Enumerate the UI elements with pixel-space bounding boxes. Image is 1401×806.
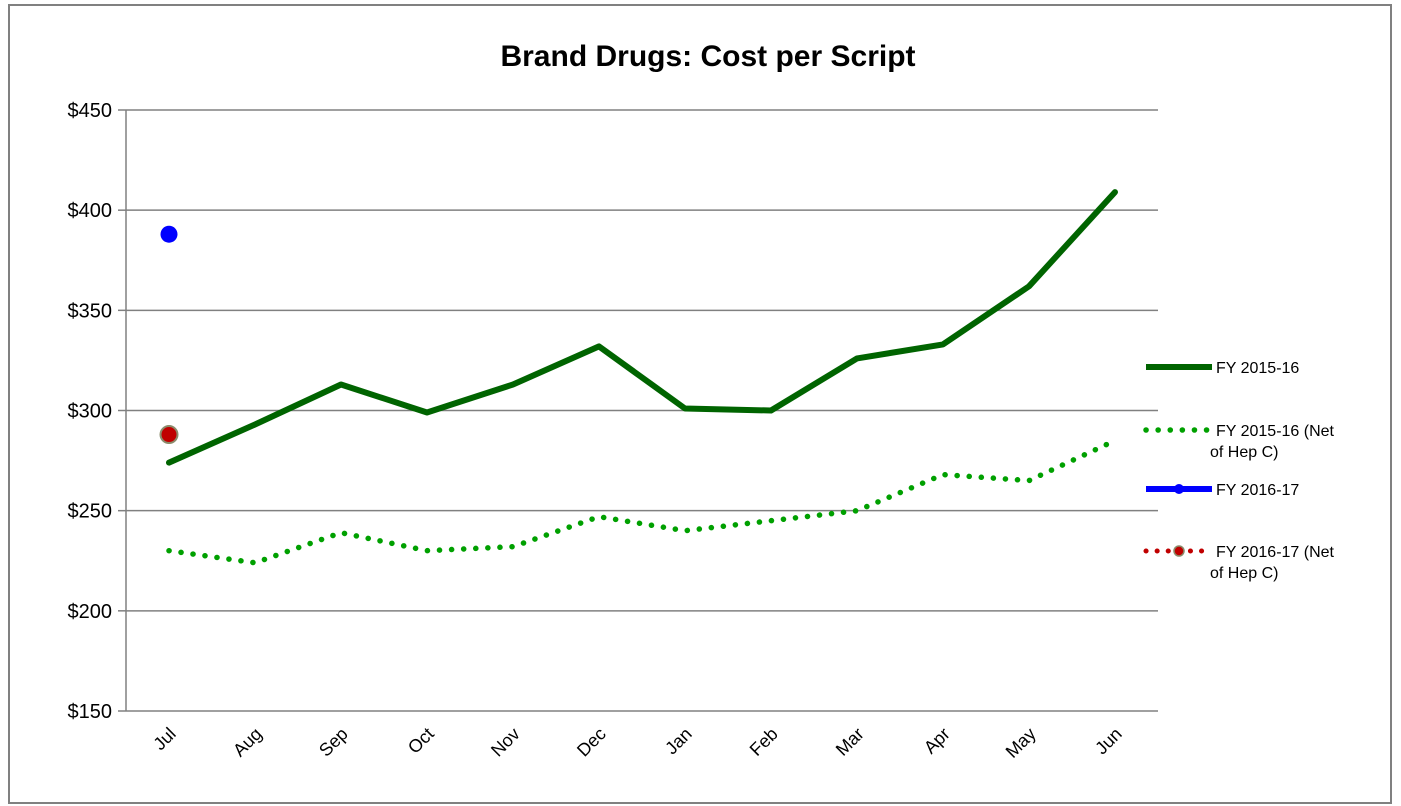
legend: FY 2015-16 FY 2015-16 (Net of Hep C) FY 201… — [1143, 360, 1335, 582]
data-point — [768, 408, 774, 414]
data-point — [596, 514, 602, 520]
y-tick-label: $300 — [68, 401, 113, 423]
x-tick-label: May — [1002, 724, 1040, 762]
data-point — [166, 460, 172, 466]
legend-marker — [1173, 545, 1185, 557]
y-tick-label: $400 — [68, 200, 113, 222]
data-point — [854, 355, 860, 361]
series-line — [166, 189, 1118, 466]
legend-label: of Hep C) — [1210, 444, 1278, 461]
data-point — [1026, 478, 1032, 484]
legend-label: of Hep C) — [1210, 565, 1278, 582]
data-point — [338, 530, 344, 536]
y-tick-label: $150 — [68, 701, 113, 723]
data-point — [682, 405, 688, 411]
y-axis-tick-labels: $150 $200 $250 $300 $350 $400 $450 — [68, 100, 113, 723]
data-point — [510, 544, 516, 550]
x-tick-label: Mar — [832, 724, 868, 760]
data-point — [160, 225, 178, 243]
chart-svg: Brand Drugs: Cost per Script $150 $200 $25… — [68, 40, 1335, 762]
x-tick-label: Jun — [1091, 724, 1126, 759]
x-axis-tick-labels: Jul Aug Sep Oct Nov Dec Jan Feb Mar Apr May Jun — [149, 724, 1125, 762]
y-tick-label: $200 — [68, 601, 113, 623]
x-tick-label: Feb — [746, 724, 782, 760]
legend-label: FY 2015-16 — [1216, 360, 1299, 377]
legend-label: FY 2015-16 (Net — [1216, 423, 1335, 440]
data-point — [252, 560, 258, 566]
chart-frame: Brand Drugs: Cost per Script $150 $200 $25… — [8, 4, 1392, 804]
y-tick-label: $250 — [68, 501, 113, 523]
x-tick-label: Apr — [920, 724, 954, 758]
data-point — [940, 341, 946, 347]
x-tick-label: Dec — [573, 724, 610, 761]
series-layer — [159, 189, 1118, 566]
gridlines — [126, 109, 1158, 612]
data-point — [166, 548, 172, 554]
data-point — [596, 343, 602, 349]
chart-title: Brand Drugs: Cost per Script — [500, 40, 915, 73]
data-point — [854, 508, 860, 514]
x-tick-label: Aug — [229, 724, 266, 761]
legend-label: FY 2016-17 (Net — [1216, 544, 1335, 561]
x-tick-label: Oct — [404, 724, 438, 758]
x-tick-label: Sep — [315, 724, 352, 761]
y-tick-label: $350 — [68, 300, 113, 322]
data-point — [1112, 438, 1118, 444]
data-point — [1026, 283, 1032, 289]
legend-marker — [1174, 484, 1184, 494]
data-point — [1112, 189, 1118, 195]
data-point — [159, 425, 179, 445]
data-point — [338, 381, 344, 387]
data-point — [252, 422, 258, 428]
series-line — [166, 437, 1118, 566]
x-tick-label: Nov — [487, 724, 524, 761]
data-point — [768, 518, 774, 524]
x-tick-label: Jul — [149, 724, 179, 754]
x-tick-label: Jan — [661, 724, 696, 759]
legend-label: FY 2016-17 — [1216, 482, 1299, 499]
data-point — [682, 528, 688, 534]
axes — [118, 109, 1158, 712]
data-point — [424, 548, 430, 554]
data-point — [424, 410, 430, 416]
data-point — [510, 381, 516, 387]
data-point — [940, 472, 946, 478]
y-tick-label: $450 — [68, 100, 113, 122]
